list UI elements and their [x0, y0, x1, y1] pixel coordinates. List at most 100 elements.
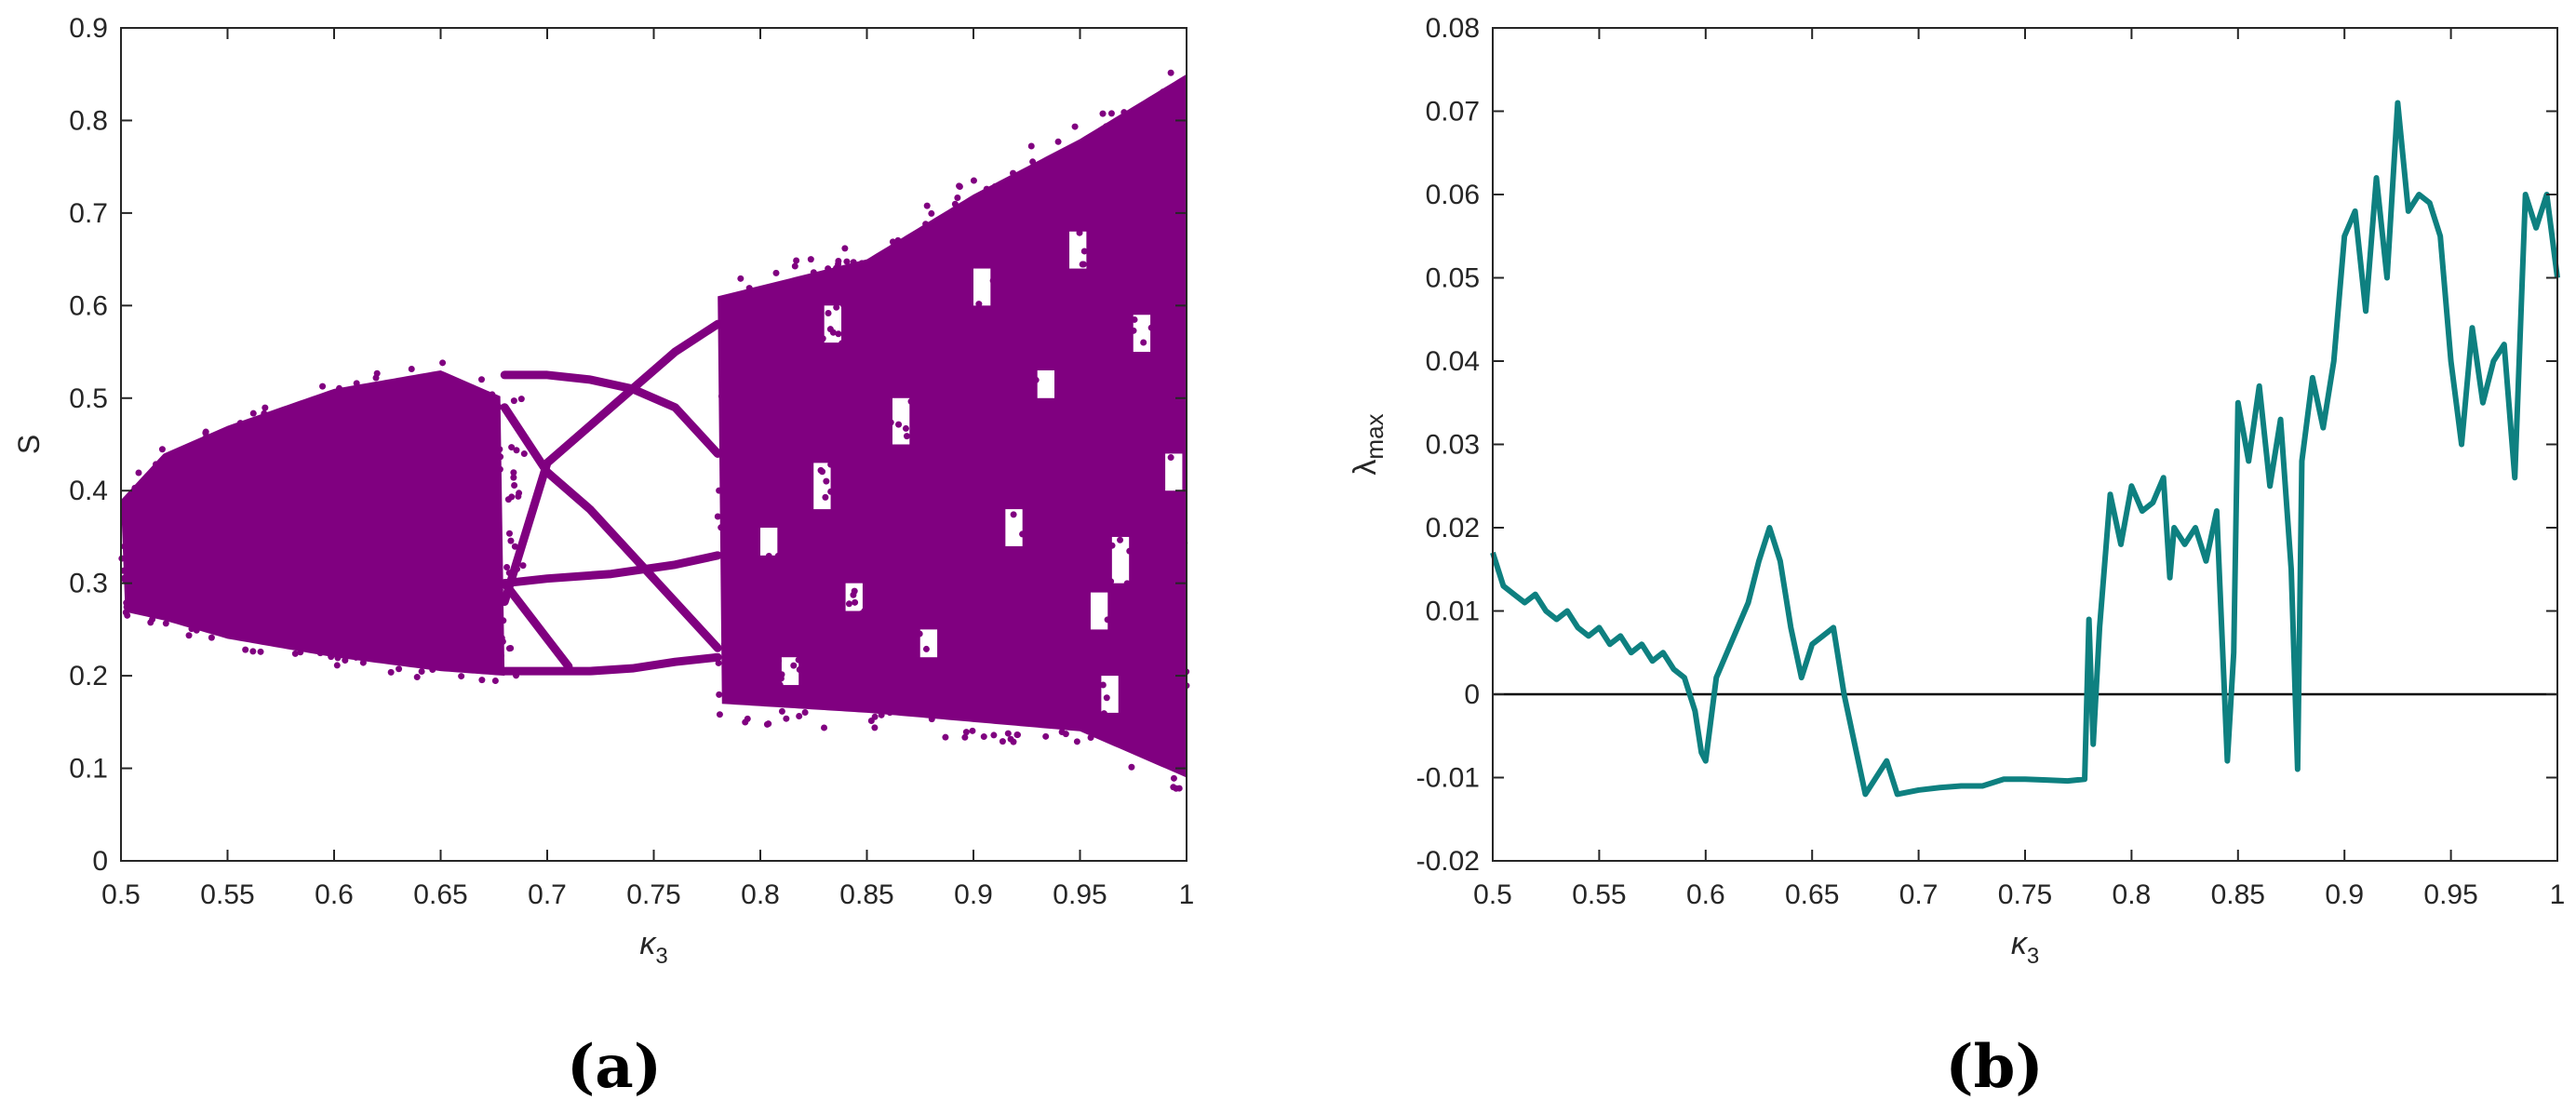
a-scatter-point: [344, 639, 352, 647]
a-scatter-point: [1142, 189, 1149, 196]
a-scatter-point: [1164, 212, 1172, 220]
a-scatter-point: [1173, 228, 1180, 235]
a-scatter-point: [919, 433, 927, 440]
b-series-line: [1490, 100, 2560, 798]
a-y-tick-label: 0.4: [69, 476, 108, 506]
a-scatter-point: [915, 360, 922, 368]
b-x-tick-label: 0.85: [2211, 879, 2265, 910]
a-scatter-point: [329, 616, 336, 624]
a-scatter-point: [900, 543, 907, 550]
a-scatter-point: [284, 605, 291, 612]
a-scatter-point: [835, 330, 842, 338]
a-scatter-point: [991, 182, 999, 190]
a-scatter-point: [1026, 688, 1034, 695]
a-scatter-point: [788, 389, 796, 396]
a-scatter-point: [1119, 481, 1126, 489]
a-scatter-point: [1104, 175, 1111, 182]
a-scatter-point: [507, 537, 515, 544]
a-scatter-point: [1140, 339, 1147, 346]
a-scatter-point: [743, 379, 750, 386]
a-scatter-point: [795, 440, 802, 448]
a-scatter-point: [827, 620, 835, 627]
a-periodic-window-gap: [1090, 592, 1108, 630]
a-scatter-point: [955, 713, 962, 720]
a-scatter-point: [796, 666, 803, 674]
a-scatter-point: [801, 284, 809, 291]
a-scatter-point: [867, 610, 875, 617]
a-scatter-point: [766, 296, 773, 303]
a-scatter-point: [315, 594, 323, 601]
a-scatter-point: [1170, 784, 1177, 791]
a-scatter-point: [885, 616, 892, 624]
b-x-tick-label: 1: [2550, 879, 2566, 910]
a-scatter-point: [231, 498, 238, 505]
a-periodic-window-gap: [1005, 509, 1023, 546]
a-scatter-point: [747, 398, 755, 406]
b-x-tick-label: 0.7: [1899, 879, 1939, 910]
a-scatter-point: [1006, 224, 1013, 232]
a-scatter-point: [353, 380, 360, 387]
a-scatter-point: [487, 426, 494, 434]
a-scatter-point: [352, 597, 359, 604]
a-scatter-point: [1057, 400, 1065, 408]
a-scatter-point: [1167, 454, 1174, 462]
a-scatter-point: [745, 656, 753, 664]
a-scatter-point: [429, 666, 436, 674]
a-scatter-point: [1004, 730, 1012, 737]
a-scatter-point: [824, 354, 831, 361]
a-scatter-point: [928, 289, 935, 296]
a-scatter-point: [969, 231, 976, 238]
a-scatter-point: [815, 302, 823, 310]
a-scatter-point: [823, 366, 830, 373]
a-scatter-point: [1174, 573, 1182, 581]
a-scatter-point: [960, 293, 968, 301]
a-scatter-point: [748, 648, 756, 655]
a-scatter-point: [1023, 668, 1030, 676]
a-scatter-point: [165, 527, 172, 534]
a-scatter-point: [196, 605, 204, 612]
a-scatter-point: [915, 315, 922, 322]
a-scatter-point: [1095, 250, 1103, 258]
a-scatter-point: [810, 409, 817, 416]
a-scatter-point: [786, 343, 794, 351]
a-scatter-point: [975, 301, 983, 308]
a-scatter-point: [1166, 396, 1174, 403]
a-scatter-point: [1042, 340, 1050, 347]
a-scatter-point: [1097, 545, 1105, 553]
a-scatter-point: [828, 605, 836, 612]
a-scatter-point: [356, 639, 363, 647]
a-scatter-point: [1020, 695, 1027, 703]
a-scatter-point: [776, 324, 784, 331]
b-x-axis-label: κ3: [2011, 926, 2039, 969]
a-scatter-point: [497, 453, 504, 461]
b-y-tick-label: -0.01: [1416, 763, 1480, 794]
a-scatter-point: [1023, 269, 1030, 276]
a-scatter-point: [1029, 158, 1037, 166]
a-scatter-point: [718, 393, 725, 400]
a-scatter-point: [124, 611, 131, 619]
a-scatter-point: [137, 596, 144, 603]
b-x-axis-label-sub: 3: [2027, 944, 2039, 969]
a-scatter-point: [262, 488, 270, 495]
a-scatter-point: [1022, 232, 1029, 239]
a-scatter-point: [1146, 173, 1153, 181]
a-scatter-point: [434, 574, 441, 582]
a-scatter-point: [491, 677, 499, 684]
a-scatter-point: [1118, 369, 1125, 376]
a-scatter-point: [229, 448, 236, 455]
a-scatter-point: [969, 727, 976, 734]
a-scatter-point: [741, 476, 748, 483]
a-scatter-point: [356, 574, 364, 582]
a-scatter-point: [323, 423, 330, 431]
a-scatter-point: [458, 673, 465, 680]
a-scatter-point: [807, 611, 814, 619]
a-scatter-point: [827, 488, 835, 495]
a-scatter-point: [919, 522, 927, 530]
a-scatter-point: [307, 646, 315, 653]
a-scatter-point: [980, 506, 987, 514]
a-scatter-point: [335, 477, 342, 485]
a-scatter-point: [1089, 153, 1096, 160]
a-scatter-point: [934, 372, 942, 380]
a-scatter-point: [1069, 523, 1077, 530]
a-scatter-point: [922, 447, 930, 454]
